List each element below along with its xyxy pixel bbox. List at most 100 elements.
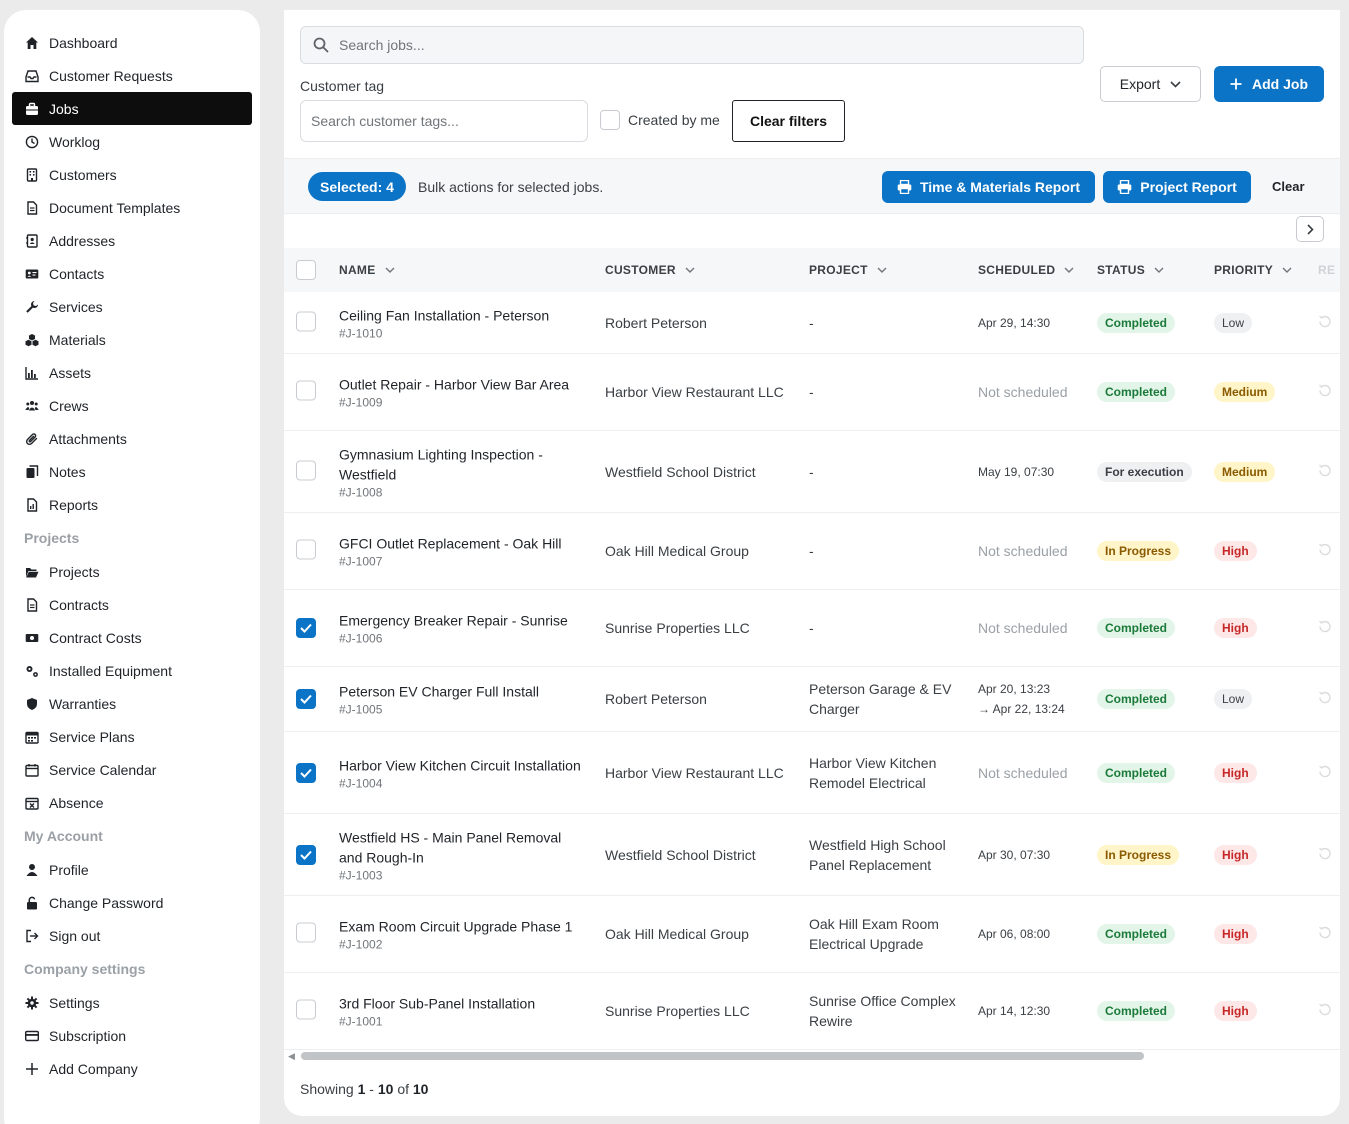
created-by-me-checkbox[interactable] — [600, 110, 620, 130]
history-icon[interactable] — [1318, 620, 1332, 637]
sidebar-item-jobs[interactable]: Jobs — [12, 92, 252, 125]
history-icon[interactable] — [1318, 1003, 1332, 1020]
sidebar-item-installed-equipment[interactable]: Installed Equipment — [12, 654, 252, 687]
sidebar-item-subscription[interactable]: Subscription — [12, 1019, 252, 1052]
table-row[interactable]: 3rd Floor Sub-Panel Installation #J-1001 S… — [284, 973, 1340, 1050]
row-select-checkbox[interactable] — [296, 762, 316, 783]
column-header-extra[interactable]: RE — [1318, 263, 1336, 277]
row-actions[interactable] — [1318, 1003, 1332, 1020]
row-actions[interactable] — [1318, 691, 1332, 708]
sidebar-item-service-calendar[interactable]: Service Calendar — [12, 753, 252, 786]
history-icon[interactable] — [1318, 464, 1332, 480]
sidebar-item-customer-requests[interactable]: Customer Requests — [12, 59, 252, 92]
job-name-cell[interactable]: 3rd Floor Sub-Panel Installation #J-1001 — [339, 994, 584, 1029]
search-input[interactable] — [339, 37, 1039, 53]
sidebar-item-settings[interactable]: Settings — [12, 986, 252, 1019]
column-header-project[interactable]: PROJECT — [809, 263, 887, 277]
table-row[interactable]: Westfield HS - Main Panel Removal and Ro… — [284, 814, 1340, 896]
job-name[interactable]: Peterson EV Charger Full Install — [339, 683, 539, 700]
job-name[interactable]: 3rd Floor Sub-Panel Installation — [339, 995, 536, 1012]
row-actions[interactable] — [1318, 384, 1332, 401]
customer-tag-box[interactable] — [300, 100, 588, 142]
job-name-cell[interactable]: Gymnasium Lighting Inspection - Westfiel… — [339, 444, 584, 499]
row-select-checkbox[interactable] — [296, 999, 316, 1020]
sidebar-item-service-plans[interactable]: Service Plans — [12, 720, 252, 753]
job-name[interactable]: Exam Room Circuit Upgrade Phase 1 — [339, 918, 573, 935]
job-name[interactable]: Gymnasium Lighting Inspection - Westfiel… — [339, 446, 543, 482]
history-icon[interactable] — [1318, 543, 1332, 560]
table-row[interactable]: Emergency Breaker Repair - Sunrise #J-100… — [284, 590, 1340, 667]
sidebar-item-projects[interactable]: Projects — [12, 555, 252, 588]
column-header-customer[interactable]: CUSTOMER — [605, 263, 695, 277]
history-icon[interactable] — [1318, 315, 1332, 331]
add-job-button[interactable]: Add Job — [1214, 66, 1324, 102]
row-actions[interactable] — [1318, 926, 1332, 943]
sidebar-item-add-company[interactable]: Add Company — [12, 1052, 252, 1085]
job-name-cell[interactable]: Ceiling Fan Installation - Peterson #J-10… — [339, 305, 584, 340]
job-name-cell[interactable]: Peterson EV Charger Full Install #J-1005 — [339, 682, 584, 717]
job-name-cell[interactable]: Harbor View Kitchen Circuit Installation… — [339, 755, 584, 790]
scroll-right-button[interactable] — [1296, 216, 1324, 242]
job-name[interactable]: GFCI Outlet Replacement - Oak Hill — [339, 535, 562, 552]
row-select-checkbox[interactable] — [296, 844, 316, 865]
job-name-cell[interactable]: GFCI Outlet Replacement - Oak Hill #J-100… — [339, 534, 584, 569]
created-by-me-filter[interactable]: Created by me — [600, 110, 720, 130]
job-name-cell[interactable]: Emergency Breaker Repair - Sunrise #J-100… — [339, 611, 584, 646]
row-select-checkbox[interactable] — [296, 539, 316, 560]
row-actions[interactable] — [1318, 846, 1332, 863]
history-icon[interactable] — [1318, 384, 1332, 401]
row-select-checkbox[interactable] — [296, 311, 316, 331]
sidebar-item-assets[interactable]: Assets — [12, 356, 252, 389]
row-select-checkbox[interactable] — [296, 460, 316, 480]
row-select-checkbox[interactable] — [296, 380, 316, 401]
sidebar-item-document-templates[interactable]: Document Templates — [12, 191, 252, 224]
sidebar-item-dashboard[interactable]: Dashboard — [12, 26, 252, 59]
search-box[interactable] — [300, 26, 1084, 64]
row-select-checkbox[interactable] — [296, 618, 316, 638]
history-icon[interactable] — [1318, 847, 1332, 863]
row-actions[interactable] — [1318, 620, 1332, 637]
job-name[interactable]: Emergency Breaker Repair - Sunrise — [339, 612, 568, 629]
row-select-checkbox[interactable] — [296, 922, 316, 943]
row-select-checkbox[interactable] — [296, 689, 316, 709]
job-name-cell[interactable]: Westfield HS - Main Panel Removal and Ro… — [339, 827, 584, 882]
select-all-checkbox[interactable] — [296, 260, 316, 280]
sidebar-item-contacts[interactable]: Contacts — [12, 257, 252, 290]
column-header-name[interactable]: NAME — [339, 263, 395, 277]
sidebar-item-services[interactable]: Services — [12, 290, 252, 323]
history-icon[interactable] — [1318, 691, 1332, 708]
table-row[interactable]: Peterson EV Charger Full Install #J-1005 R… — [284, 667, 1340, 732]
sidebar-item-contract-costs[interactable]: Contract Costs — [12, 621, 252, 654]
sidebar-item-addresses[interactable]: Addresses — [12, 224, 252, 257]
clear-selection-button[interactable]: Clear — [1272, 179, 1305, 194]
sidebar-item-contracts[interactable]: Contracts — [12, 588, 252, 621]
history-icon[interactable] — [1318, 765, 1332, 781]
sidebar-item-sign-out[interactable]: Sign out — [12, 919, 252, 952]
sidebar-item-attachments[interactable]: Attachments — [12, 422, 252, 455]
scroll-left-arrow-icon[interactable]: ◀ — [288, 1051, 295, 1061]
row-actions[interactable] — [1318, 463, 1332, 480]
sidebar-item-profile[interactable]: Profile — [12, 853, 252, 886]
sidebar-item-warranties[interactable]: Warranties — [12, 687, 252, 720]
sidebar-item-change-password[interactable]: Change Password — [12, 886, 252, 919]
sidebar-item-customers[interactable]: Customers — [12, 158, 252, 191]
sidebar-item-materials[interactable]: Materials — [12, 323, 252, 356]
horizontal-scrollbar[interactable]: ◀ — [284, 1050, 1340, 1062]
customer-tag-input[interactable] — [311, 113, 571, 129]
job-name[interactable]: Westfield HS - Main Panel Removal and Ro… — [339, 829, 562, 865]
column-header-status[interactable]: STATUS — [1097, 263, 1164, 277]
column-header-scheduled[interactable]: SCHEDULED — [978, 263, 1074, 277]
sidebar-item-worklog[interactable]: Worklog — [12, 125, 252, 158]
table-row[interactable]: Harbor View Kitchen Circuit Installation… — [284, 732, 1340, 814]
table-row[interactable]: Exam Room Circuit Upgrade Phase 1 #J-1002… — [284, 896, 1340, 973]
job-name[interactable]: Outlet Repair - Harbor View Bar Area — [339, 376, 570, 393]
history-icon[interactable] — [1318, 926, 1332, 943]
sidebar-item-crews[interactable]: Crews — [12, 389, 252, 422]
job-name[interactable]: Harbor View Kitchen Circuit Installation — [339, 757, 581, 773]
scrollbar-thumb[interactable] — [301, 1052, 1144, 1060]
row-actions[interactable] — [1318, 543, 1332, 560]
job-name-cell[interactable]: Outlet Repair - Harbor View Bar Area #J-1… — [339, 375, 584, 410]
table-row[interactable]: GFCI Outlet Replacement - Oak Hill #J-100… — [284, 513, 1340, 590]
clear-filters-button[interactable]: Clear filters — [732, 100, 845, 142]
column-header-priority[interactable]: PRIORITY — [1214, 263, 1292, 277]
